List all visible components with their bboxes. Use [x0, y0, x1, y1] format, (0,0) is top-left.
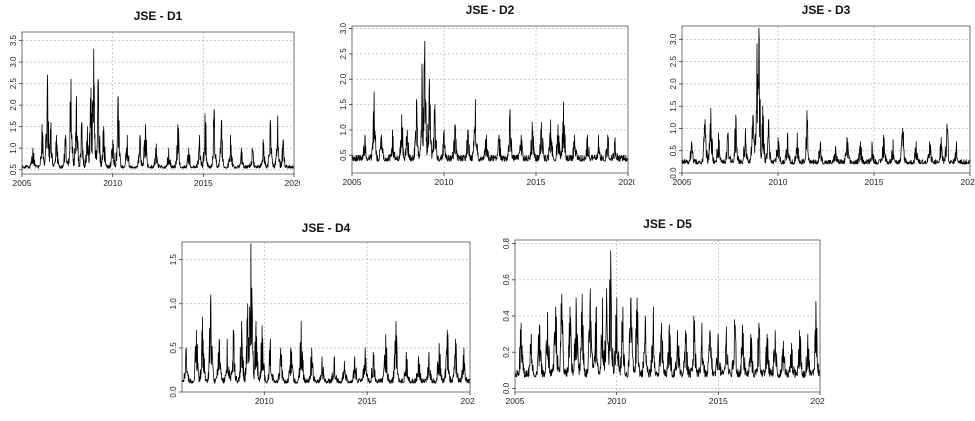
plot-frame [681, 25, 971, 174]
x-tick-label: 2020 [619, 177, 635, 187]
chart-panel-d2: JSE - D2 0.5 1.0 1.5 2.0 2.5 3.0 2005 2010 2015 20… [325, 0, 638, 192]
chart-svg: JSE - D3 0.0 0.5 1.0 1.5 2.0 2.5 3.0 2005 2010 201… [669, 3, 975, 187]
y-tick-label: 0.0 [169, 386, 178, 398]
x-tick-label: 2005 [673, 177, 692, 187]
x-tick-label: 2020 [811, 396, 825, 406]
series-line [21, 48, 295, 169]
x-tick-label: 2015 [194, 178, 213, 188]
y-tick-label: 3.0 [339, 22, 348, 34]
chart-panel-d4: JSE - D4 0.0 0.5 1.0 1.5 2010 2015 2020 [155, 218, 480, 416]
x-tick-label: 2015 [709, 396, 728, 406]
chart-svg: JSE - D1 0.5 1.0 1.5 2.0 2.5 3.0 3.5 2005 2010 201… [9, 9, 304, 188]
x-tick-label: 2010 [255, 396, 274, 406]
y-tick-label: 2.0 [9, 99, 18, 111]
plot-frame [181, 241, 471, 393]
series-line [514, 250, 821, 378]
y-tick-label: 3.5 [9, 34, 18, 46]
y-tick-label: 2.5 [339, 48, 348, 60]
y-tick-label: 2.0 [669, 78, 678, 90]
y-tick-label: 1.0 [169, 298, 178, 310]
x-tick-label: 2020 [285, 178, 300, 188]
y-tick-label: 1.0 [339, 124, 348, 136]
chart-title: JSE - D5 [643, 217, 692, 231]
chart-title: JSE - D4 [302, 221, 351, 235]
y-tick-label: 1.5 [9, 121, 18, 133]
y-tick-label: 0.5 [339, 149, 348, 161]
x-tick-label: 2005 [13, 178, 32, 188]
x-tick-label: 2005 [506, 396, 525, 406]
y-tick-label: 0.5 [9, 164, 18, 176]
series-line [181, 243, 471, 384]
x-tick-label: 2020 [461, 396, 475, 406]
y-tick-label: 2.5 [9, 78, 18, 90]
x-tick-label: 2010 [769, 177, 788, 187]
series-line [351, 40, 629, 162]
x-tick-label: 2005 [343, 177, 362, 187]
x-tick-label: 2010 [103, 178, 122, 188]
x-tick-label: 2015 [527, 177, 546, 187]
chart-svg: JSE - D4 0.0 0.5 1.0 1.5 2010 2015 2020 [169, 221, 480, 406]
y-tick-label: 0.0 [502, 382, 511, 394]
chart-panel-d3: JSE - D3 0.0 0.5 1.0 1.5 2.0 2.5 3.0 2005 2010 201… [655, 0, 975, 192]
y-tick-label: 0.2 [502, 346, 511, 358]
chart-title: JSE - D2 [466, 3, 515, 17]
chart-title: JSE - D3 [802, 3, 851, 17]
x-tick-label: 2010 [435, 177, 454, 187]
y-tick-label: 1.0 [9, 142, 18, 154]
y-tick-label: 3.0 [9, 56, 18, 68]
x-tick-label: 2015 [865, 177, 884, 187]
y-tick-label: 0.0 [669, 167, 678, 179]
chart-svg: JSE - D2 0.5 1.0 1.5 2.0 2.5 3.0 2005 2010 2015 20… [339, 3, 638, 187]
x-tick-label: 2010 [607, 396, 626, 406]
y-tick-label: 1.5 [169, 254, 178, 266]
y-tick-label: 0.5 [169, 342, 178, 354]
y-tick-label: 0.8 [502, 238, 511, 250]
plot-frame [21, 31, 295, 175]
chart-panel-d1: JSE - D1 0.5 1.0 1.5 2.0 2.5 3.0 3.5 2005 2010 201… [0, 0, 304, 192]
y-tick-label: 2.5 [669, 56, 678, 68]
x-tick-label: 2015 [358, 396, 377, 406]
x-tick-label: 2020 [961, 177, 975, 187]
y-tick-label: 1.5 [669, 100, 678, 112]
chart-svg: JSE - D5 0.0 0.2 0.4 0.6 0.8 2005 2010 2015 2020 [502, 217, 830, 406]
y-tick-label: 2.0 [339, 73, 348, 85]
y-tick-label: 1.0 [669, 122, 678, 134]
chart-panel-d5: JSE - D5 0.0 0.2 0.4 0.6 0.8 2005 2010 2015 2020 [490, 216, 830, 416]
y-tick-label: 0.4 [502, 310, 511, 322]
chart-title: JSE - D1 [134, 9, 183, 23]
series-line [681, 27, 971, 165]
y-tick-label: 0.5 [669, 145, 678, 157]
y-tick-label: 0.6 [502, 274, 511, 286]
y-tick-label: 3.0 [669, 33, 678, 45]
plot-frame [351, 25, 629, 174]
y-tick-label: 1.5 [339, 98, 348, 110]
